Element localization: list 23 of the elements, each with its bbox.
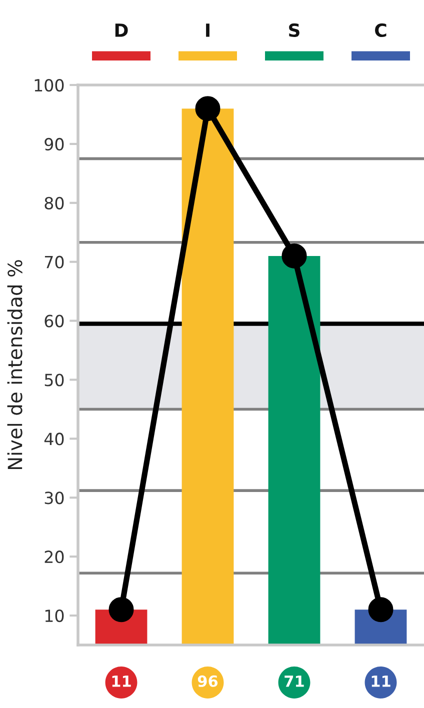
- x-tick-label: I: [206, 24, 210, 37]
- x-tick-label: D: [115, 24, 128, 37]
- data-label: 11: [112, 676, 131, 687]
- data-label: 96: [198, 675, 218, 687]
- point: [368, 597, 394, 622]
- point: [282, 243, 307, 268]
- point: [195, 96, 220, 122]
- y-tick-label: 50: [44, 374, 64, 386]
- y-tick-label: 30: [44, 492, 64, 504]
- y-tick-label: 80: [44, 196, 64, 210]
- y-tick-label: 90: [44, 138, 64, 151]
- data-label: 71: [284, 676, 304, 687]
- y-tick-label: 70: [44, 256, 64, 268]
- x-tick-label: S: [289, 23, 300, 38]
- y-tick-label: 20: [44, 550, 64, 564]
- y-axis-title: Nivel de intensidad %: [7, 260, 22, 470]
- x-tick-label: C: [375, 23, 386, 38]
- data-label: 11: [372, 676, 390, 687]
- point: [108, 597, 134, 622]
- y-tick-label: 100: [34, 78, 64, 92]
- y-tick-label: 10: [45, 609, 64, 622]
- y-tick-label: 40: [44, 432, 64, 446]
- y-tick-label: 60: [44, 314, 64, 328]
